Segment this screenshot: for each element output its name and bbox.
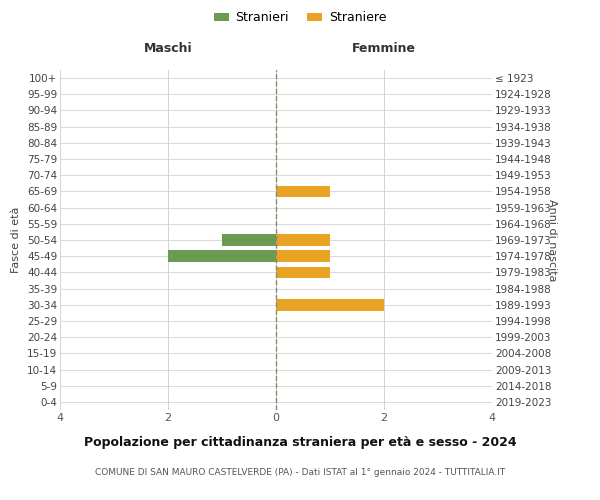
Y-axis label: Fasce di età: Fasce di età (11, 207, 22, 273)
Bar (168, 250, 276, 262)
Text: Popolazione per cittadinanza straniera per età e sesso - 2024: Popolazione per cittadinanza straniera p… (83, 436, 517, 449)
Text: Maschi: Maschi (143, 42, 193, 54)
Text: COMUNE DI SAN MAURO CASTELVERDE (PA) - Dati ISTAT al 1° gennaio 2024 - TUTTITALI: COMUNE DI SAN MAURO CASTELVERDE (PA) - D… (95, 468, 505, 477)
Bar (276, 186, 330, 198)
Bar (276, 250, 330, 262)
Text: Femmine: Femmine (352, 42, 416, 54)
Bar (276, 234, 330, 246)
Y-axis label: Anni di nascita: Anni di nascita (547, 198, 557, 281)
Bar (276, 266, 330, 278)
Legend: Stranieri, Straniere: Stranieri, Straniere (209, 6, 391, 29)
Bar (222, 234, 276, 246)
Bar (276, 299, 384, 310)
